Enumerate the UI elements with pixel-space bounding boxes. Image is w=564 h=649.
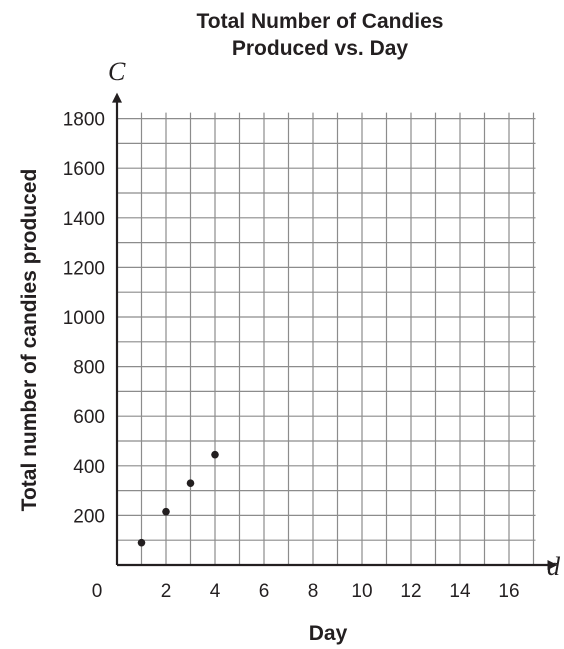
chart-title: Total Number of Candies Produced vs. Day	[120, 8, 520, 62]
axes	[112, 92, 558, 570]
data-point	[162, 507, 170, 516]
x-tick-label: 4	[210, 581, 221, 602]
data-point	[211, 450, 219, 459]
x-tick-labels: 0 2 4 6 8 10 12 14 16	[92, 581, 520, 602]
chart-title-line-2: Produced vs. Day	[231, 37, 409, 60]
y-tick-label: 1600	[63, 159, 105, 180]
x-tick-label: 12	[400, 581, 421, 602]
y-tick-label: 800	[73, 358, 105, 379]
x-tick-label: 2	[161, 581, 172, 602]
y-tick-label: 1800	[63, 110, 105, 131]
y-tick-label: 1400	[63, 209, 105, 230]
data-points	[137, 450, 219, 547]
chart-title-line-1: Total Number of Candies	[196, 10, 444, 33]
x-tick-label: 6	[259, 581, 270, 602]
x-tick-label: 0	[92, 581, 103, 602]
x-tick-label: 10	[351, 581, 372, 602]
grid-lines	[117, 112, 536, 565]
x-tick-label: 8	[308, 581, 319, 602]
y-axis-variable: C	[108, 57, 126, 86]
x-axis-arrow	[547, 560, 558, 570]
y-tick-label: 600	[73, 407, 105, 428]
x-axis-variable: d	[547, 552, 561, 581]
x-tick-label: 16	[498, 581, 519, 602]
x-tick-label: 14	[449, 581, 471, 602]
y-axis-arrow	[112, 92, 122, 103]
x-axis-title: Day	[308, 622, 348, 645]
y-tick-labels: 200 400 600 800 1000 1200 1400 1600 1800	[63, 110, 105, 528]
y-tick-label: 1200	[63, 258, 105, 279]
y-tick-label: 1000	[63, 308, 105, 329]
y-tick-label: 400	[73, 457, 105, 478]
data-point	[186, 479, 195, 487]
y-tick-label: 200	[73, 506, 105, 527]
data-point	[137, 538, 146, 547]
